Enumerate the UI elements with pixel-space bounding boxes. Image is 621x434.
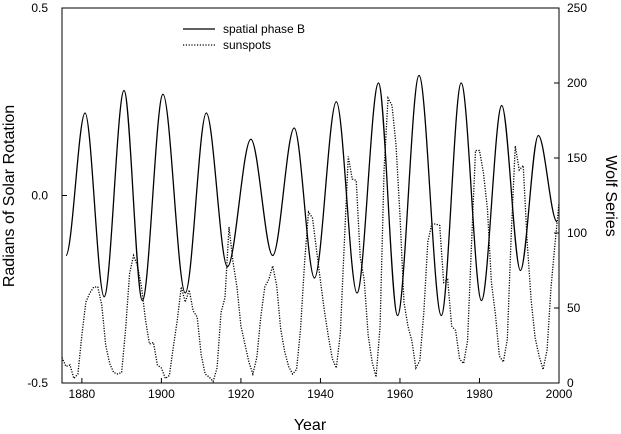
legend-label-spatial-phase-b: spatial phase B [223, 22, 305, 36]
x-axis-title: Year [294, 417, 327, 434]
y2-axis-title: Wolf Series [602, 155, 619, 237]
y2-tick-label: 200 [567, 76, 587, 90]
y2-tick-label: 50 [567, 301, 581, 315]
series-layer [61, 74, 560, 383]
x-tick-label: 1880 [69, 387, 96, 401]
y-tick-label: 0.0 [31, 189, 48, 203]
y-tick-label: -0.5 [27, 376, 48, 390]
y2-tick-label: 150 [567, 151, 587, 165]
y-axis-ticks: 0.5 0.0 -0.5 [27, 1, 67, 390]
x-tick-label: 1960 [387, 387, 414, 401]
y2-tick-label: 250 [567, 1, 587, 15]
y2-tick-label: 100 [567, 226, 587, 240]
plot-frame [61, 7, 560, 384]
x-tick-label: 1940 [307, 387, 334, 401]
y-axis-title: Radians of Solar Rotation [1, 105, 18, 287]
y-tick-label: 0.5 [31, 1, 48, 15]
x-tick-label: 1920 [228, 387, 255, 401]
y2-axis-ticks: 250 200 150 100 50 0 [554, 1, 587, 390]
x-tick-label: 2000 [546, 387, 573, 401]
y2-tick-label: 0 [567, 376, 574, 390]
x-axis-ticks: 1880 1900 1920 1940 1960 1980 2000 [69, 378, 573, 401]
x-tick-label: 1980 [466, 387, 493, 401]
legend-label-sunspots: sunspots [223, 38, 271, 52]
legend: spatial phase B sunspots [183, 22, 305, 52]
series-line-spatial-phase-b [65, 74, 558, 317]
series-line-sunspots [61, 95, 560, 383]
x-tick-label: 1900 [148, 387, 175, 401]
